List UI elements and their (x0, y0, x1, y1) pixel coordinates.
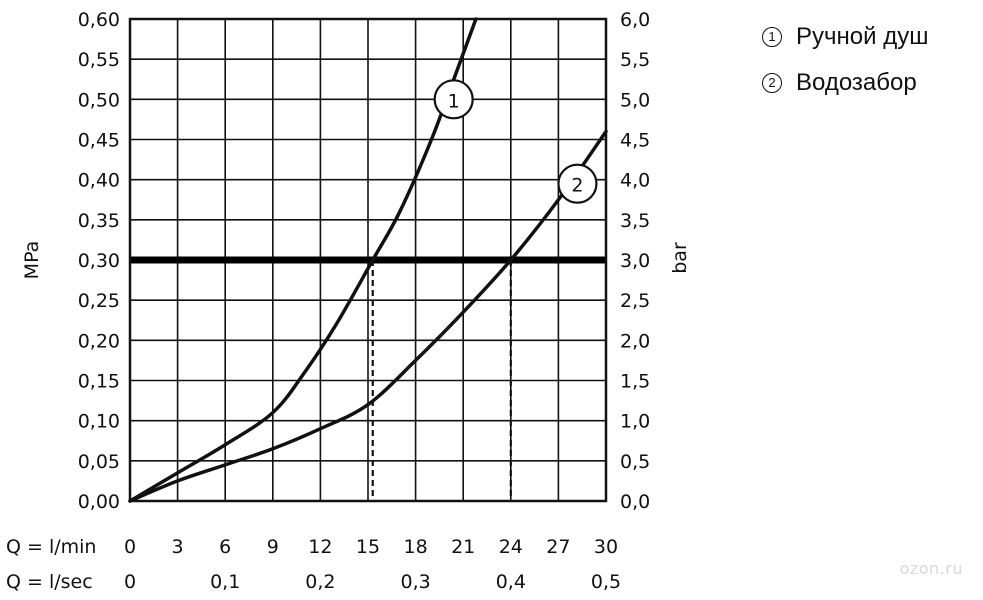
legend-number-2: 2 (762, 73, 782, 93)
series-line-2 (128, 129, 608, 503)
grid (130, 19, 606, 501)
y-ticks-left: 0,00 0,05 0,10 0,15 0,20 0,25 0,30 0,35 0,40 0,45… (78, 9, 120, 513)
x-axis-label-lmin: Q = l/min (6, 536, 96, 558)
y-tick-label-left: 0,55 (78, 49, 120, 71)
y-tick-label-left: 0,20 (78, 330, 120, 352)
x-tick-label-lsec: 0,3 (400, 571, 430, 593)
legend-item-1: 1 Ручной душ (762, 14, 928, 60)
x-tick-label-lmin: 6 (219, 536, 231, 558)
x-tick-label-lsec: 0,4 (496, 571, 526, 593)
y-axis-title-right: bar (669, 242, 691, 274)
y-tick-label-left: 0,25 (78, 290, 120, 312)
x-tick-label-lsec: 0 (124, 571, 136, 593)
y-ticks-right: 0,0 0,5 1,0 1,5 2,0 2,5 3,0 3,5 4,0 4,5 5,0 5,5 6,0 (620, 9, 650, 513)
series-marker-circle-2 (557, 163, 598, 204)
legend-number-1: 1 (762, 27, 782, 47)
x-tick-label-lmin: 27 (546, 536, 570, 558)
dashed-markers (371, 260, 512, 501)
y-tick-label-left: 0,60 (78, 9, 120, 31)
y-tick-label-right: 1,0 (620, 411, 650, 433)
legend-label-1: Ручной душ (796, 23, 929, 50)
x-tick-label-lmin: 3 (172, 536, 184, 558)
x-axis-label-lsec: Q = l/sec (6, 571, 93, 593)
series-markers: 12 (433, 79, 598, 204)
y-tick-label-right: 5,5 (620, 49, 650, 71)
series-marker-circle-1 (433, 79, 474, 120)
y-tick-label-left: 0,35 (78, 210, 120, 232)
y-tick-label-right: 3,0 (620, 250, 650, 272)
plot-border (128, 17, 608, 503)
y-tick-label-left: 0,10 (78, 411, 120, 433)
y-tick-label-left: 0,45 (78, 130, 120, 152)
y-tick-label-right: 0,0 (620, 491, 650, 513)
y-tick-label-left: 0,50 (78, 89, 120, 111)
legend: 1 Ручной душ 2 Водозабор (762, 14, 928, 106)
y-tick-label-right: 5,0 (620, 89, 650, 111)
x-tick-label-lmin: 18 (404, 536, 428, 558)
y-tick-label-right: 2,0 (620, 330, 650, 352)
y-tick-label-right: 4,5 (620, 130, 650, 152)
x-tick-label-lmin: 21 (451, 536, 475, 558)
x-ticks: 0 3 6 9 12 15 18 21 24 27 30 0 0,1 0,2 0,3 0,4 0,5 (124, 536, 621, 593)
y-tick-label-right: 3,5 (620, 210, 650, 232)
series-layer (128, 17, 608, 503)
y-tick-label-right: 2,5 (620, 290, 650, 312)
y-tick-label-left: 0,05 (78, 451, 120, 473)
series-line-1 (128, 17, 478, 503)
y-tick-label-right: 0,5 (620, 451, 650, 473)
series-marker-label-1: 1 (448, 90, 460, 112)
y-tick-label-right: 4,0 (620, 170, 650, 192)
y-tick-label-left: 0,30 (78, 250, 120, 272)
x-tick-label-lsec: 0,1 (210, 571, 240, 593)
x-tick-label-lmin: 24 (499, 536, 523, 558)
x-tick-label-lmin: 12 (308, 536, 332, 558)
plot-frame (128, 17, 608, 503)
x-tick-label-lmin: 15 (356, 536, 380, 558)
y-axis-title-left: MPa (21, 241, 43, 280)
x-tick-label-lmin: 9 (267, 536, 279, 558)
x-tick-label-lsec: 0,5 (591, 571, 621, 593)
y-tick-label-left: 0,00 (78, 491, 120, 513)
legend-item-2: 2 Водозабор (762, 60, 928, 106)
legend-label-2: Водозабор (796, 69, 917, 96)
watermark: ozon.ru (899, 559, 963, 578)
x-tick-label-lmin: 30 (594, 536, 618, 558)
x-tick-label-lsec: 0,2 (305, 571, 335, 593)
y-tick-label-right: 1,5 (620, 371, 650, 393)
series-marker-label-2: 2 (571, 175, 583, 197)
y-tick-label-left: 0,15 (78, 371, 120, 393)
y-tick-label-right: 6,0 (620, 9, 650, 31)
x-tick-label-lmin: 0 (124, 536, 136, 558)
y-tick-label-left: 0,40 (78, 170, 120, 192)
